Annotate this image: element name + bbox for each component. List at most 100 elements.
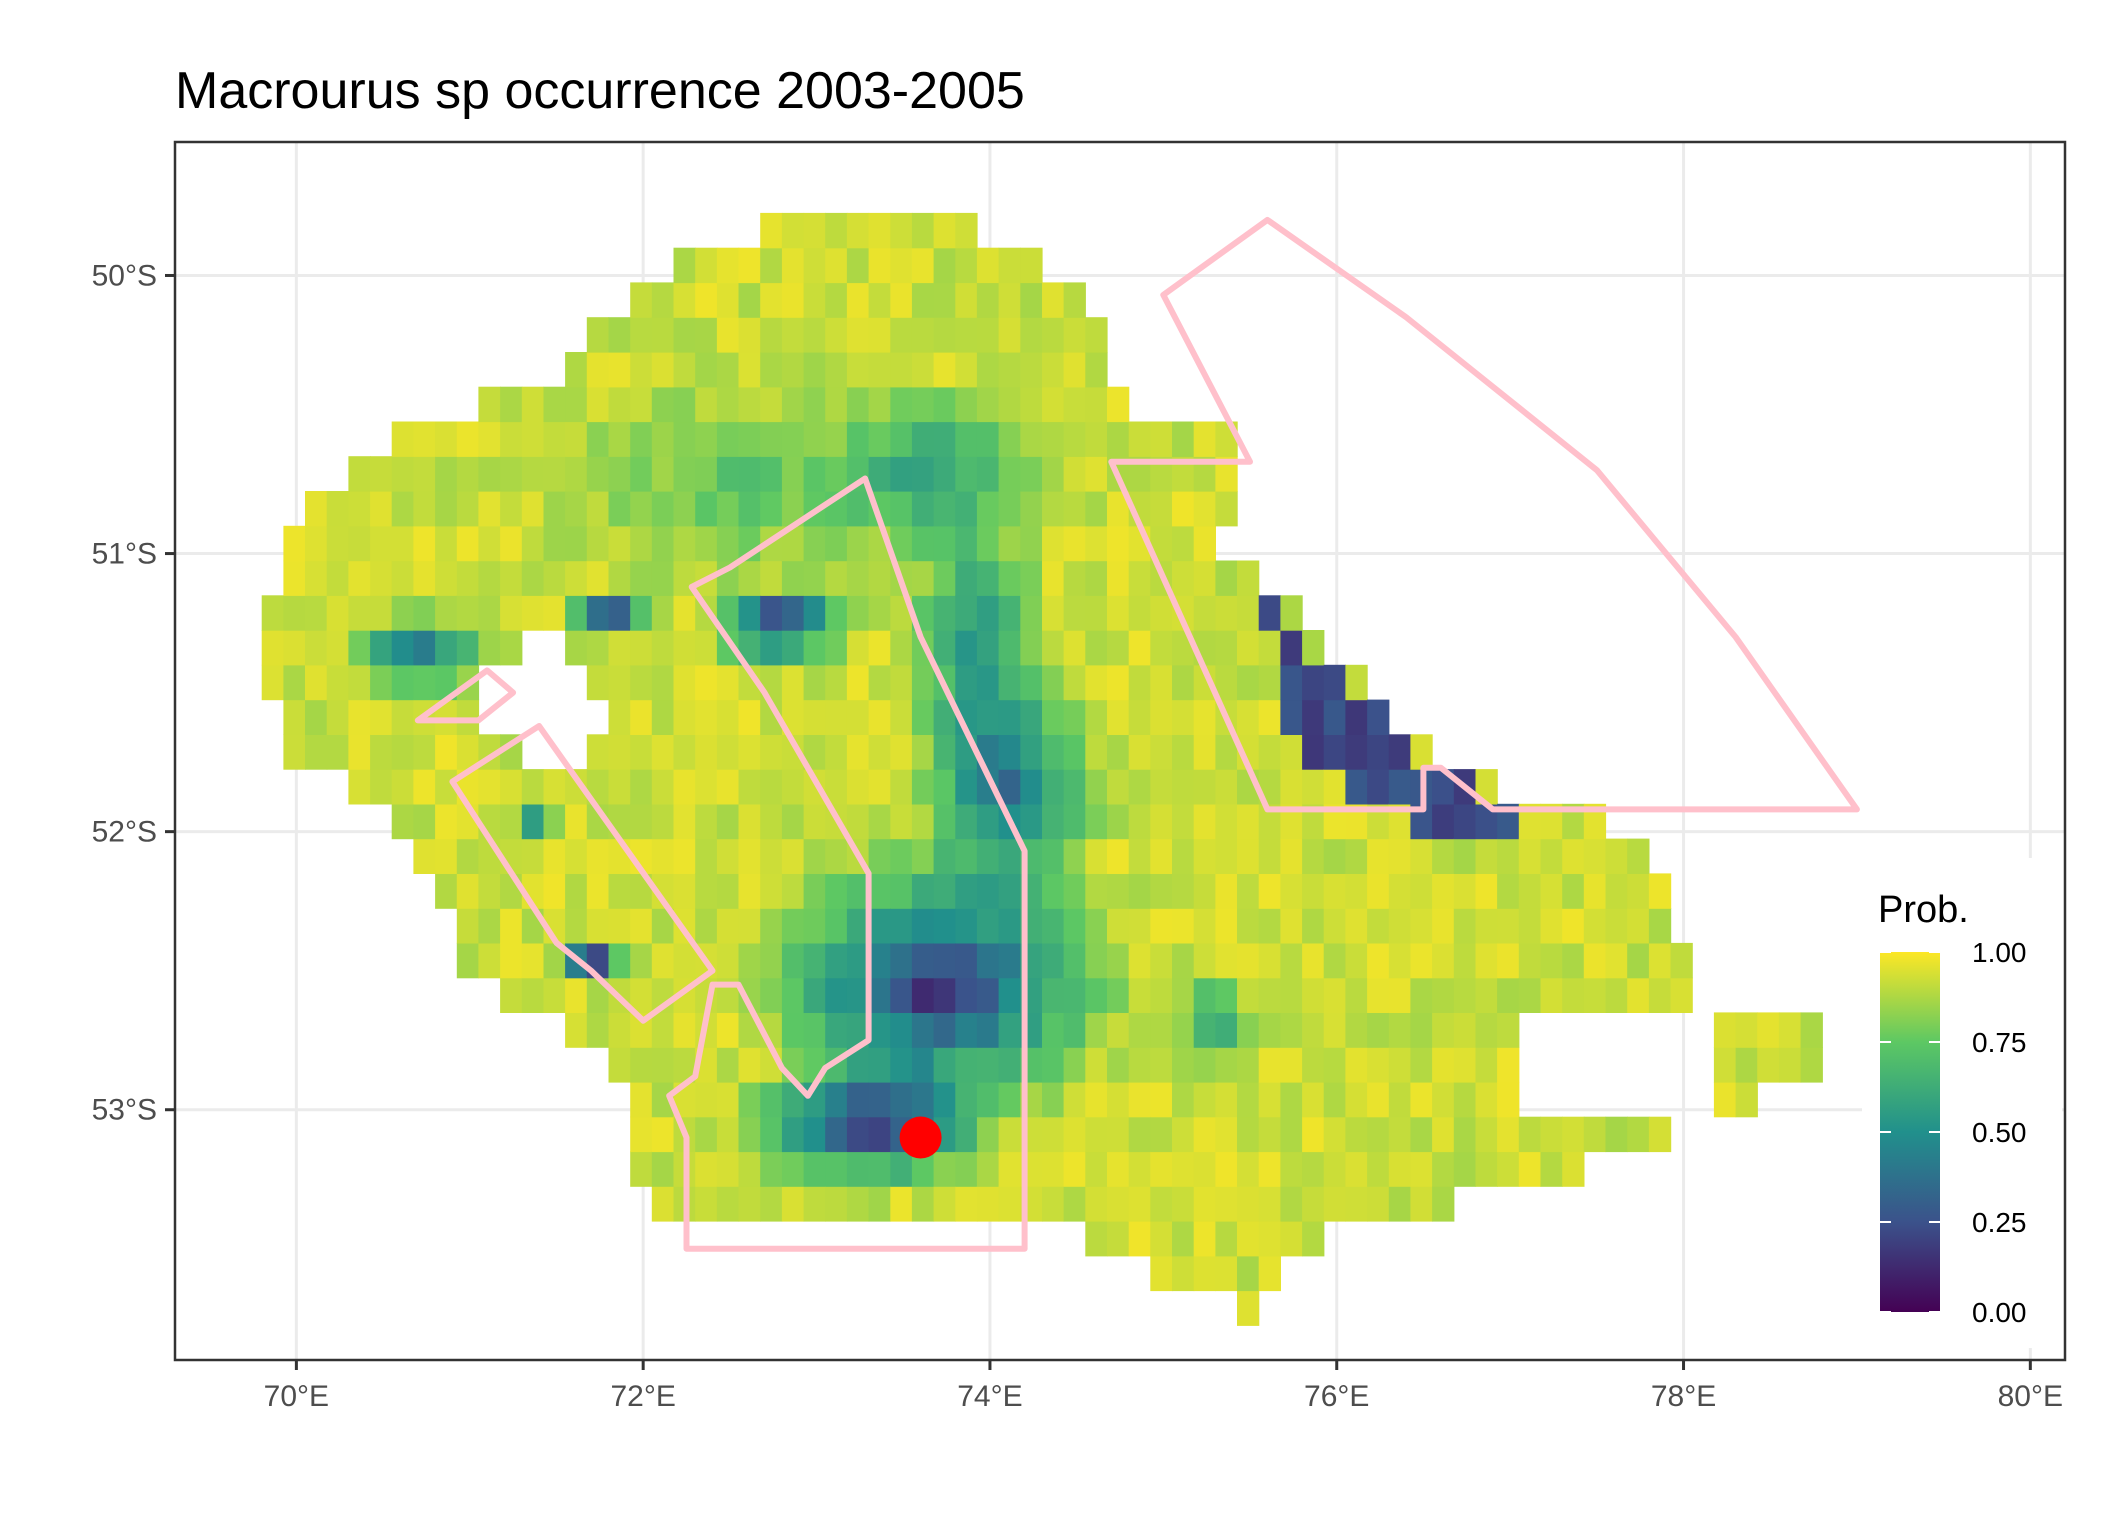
raster-cell bbox=[933, 386, 956, 423]
raster-cell bbox=[716, 282, 740, 318]
raster-cell bbox=[1540, 803, 1563, 840]
raster-cell bbox=[1410, 1151, 1433, 1187]
raster-cell bbox=[651, 317, 675, 353]
raster-cell bbox=[1085, 977, 1108, 1013]
raster-cell bbox=[803, 282, 826, 318]
raster-cell bbox=[608, 386, 631, 423]
raster-cell bbox=[565, 386, 588, 423]
raster-cell bbox=[825, 595, 848, 631]
raster-cell bbox=[565, 977, 588, 1013]
raster-cell bbox=[1302, 873, 1325, 909]
raster-cell bbox=[1648, 908, 1672, 944]
raster-cell bbox=[781, 1186, 805, 1222]
raster-cell bbox=[976, 1151, 1000, 1187]
raster-cell bbox=[825, 1081, 848, 1118]
raster-cell bbox=[1778, 1047, 1802, 1083]
raster-cell bbox=[911, 525, 935, 562]
raster-cell bbox=[1388, 942, 1412, 979]
raster-cell bbox=[695, 908, 718, 944]
raster-cell bbox=[998, 595, 1021, 631]
raster-cell bbox=[933, 942, 956, 979]
raster-cell bbox=[890, 1047, 913, 1083]
x-tick-label: 76°E bbox=[1304, 1380, 1369, 1413]
raster-cell bbox=[1237, 1221, 1260, 1257]
raster-cell bbox=[803, 525, 826, 562]
raster-cell bbox=[478, 769, 501, 805]
raster-cell bbox=[890, 1081, 913, 1118]
raster-cell bbox=[1475, 803, 1498, 840]
boundary-outline bbox=[666, 475, 1028, 1252]
raster-cell bbox=[1345, 1047, 1368, 1083]
raster-cell bbox=[1323, 1186, 1346, 1222]
raster-cell bbox=[1562, 977, 1585, 1013]
raster-cell bbox=[305, 664, 328, 701]
raster-cell bbox=[998, 977, 1021, 1013]
raster-cell bbox=[1258, 1012, 1281, 1048]
raster-cell bbox=[1193, 456, 1216, 492]
raster-cell bbox=[976, 525, 1000, 562]
raster-cell bbox=[1648, 1116, 1672, 1153]
raster-cell bbox=[976, 1081, 1000, 1118]
raster-cell bbox=[846, 908, 870, 944]
raster-cell bbox=[521, 977, 545, 1013]
raster-cell bbox=[565, 873, 588, 909]
raster-cell bbox=[955, 1081, 978, 1118]
raster-cell bbox=[1128, 977, 1151, 1013]
raster-cell bbox=[1627, 873, 1650, 909]
legend-tick-label: 0.75 bbox=[1972, 1027, 2027, 1058]
raster-cell bbox=[1583, 803, 1607, 840]
raster-cell bbox=[976, 908, 1000, 944]
raster-cell bbox=[1540, 873, 1563, 909]
raster-cell bbox=[1280, 977, 1303, 1013]
raster-cell bbox=[1323, 838, 1346, 874]
raster-cell bbox=[586, 317, 610, 353]
raster-cell bbox=[976, 942, 1000, 979]
raster-cell bbox=[413, 525, 436, 562]
raster-cell bbox=[435, 769, 458, 805]
raster-cell bbox=[976, 491, 1000, 527]
x-tick-label: 72°E bbox=[610, 1380, 675, 1413]
raster-cell bbox=[456, 456, 480, 492]
raster-cell bbox=[1497, 1151, 1520, 1187]
raster-cell bbox=[1150, 421, 1173, 457]
raster-cell bbox=[1042, 317, 1065, 353]
raster-cell bbox=[1128, 1186, 1151, 1222]
raster-cell bbox=[348, 630, 371, 666]
raster-cell bbox=[976, 282, 1000, 318]
raster-cell bbox=[1497, 908, 1520, 944]
raster-cell bbox=[456, 525, 480, 562]
raster-cell bbox=[1063, 630, 1086, 666]
raster-cell bbox=[1107, 525, 1130, 562]
raster-cell bbox=[1063, 1151, 1086, 1187]
raster-cell bbox=[1388, 803, 1412, 840]
raster-cell bbox=[976, 421, 1000, 457]
raster-cell bbox=[1063, 873, 1086, 909]
raster-cell bbox=[825, 282, 848, 318]
raster-cell bbox=[1497, 803, 1520, 840]
raster-cell bbox=[1388, 1047, 1412, 1083]
raster-cell bbox=[890, 421, 913, 457]
raster-cell bbox=[781, 1081, 805, 1118]
raster-cell bbox=[1128, 1151, 1151, 1187]
raster-cell bbox=[630, 630, 653, 666]
raster-cell bbox=[1215, 1186, 1238, 1222]
raster-cell bbox=[651, 525, 675, 562]
raster-cell bbox=[695, 282, 718, 318]
raster-cell bbox=[868, 838, 891, 874]
raster-cell bbox=[1258, 1151, 1281, 1187]
raster-cell bbox=[673, 247, 696, 284]
raster-cell bbox=[1063, 1186, 1086, 1222]
raster-cell bbox=[846, 1186, 870, 1222]
raster-cell bbox=[1475, 942, 1498, 979]
raster-cell bbox=[976, 873, 1000, 909]
raster-cell bbox=[1107, 491, 1130, 527]
raster-cell bbox=[1020, 734, 1043, 770]
raster-cell bbox=[1323, 734, 1346, 770]
raster-cell bbox=[911, 977, 935, 1013]
raster-cell bbox=[738, 664, 761, 701]
raster-cell bbox=[1172, 525, 1195, 562]
raster-cell bbox=[695, 769, 718, 805]
raster-cell bbox=[1193, 977, 1216, 1013]
raster-cell bbox=[825, 769, 848, 805]
raster-cell bbox=[911, 1151, 935, 1187]
